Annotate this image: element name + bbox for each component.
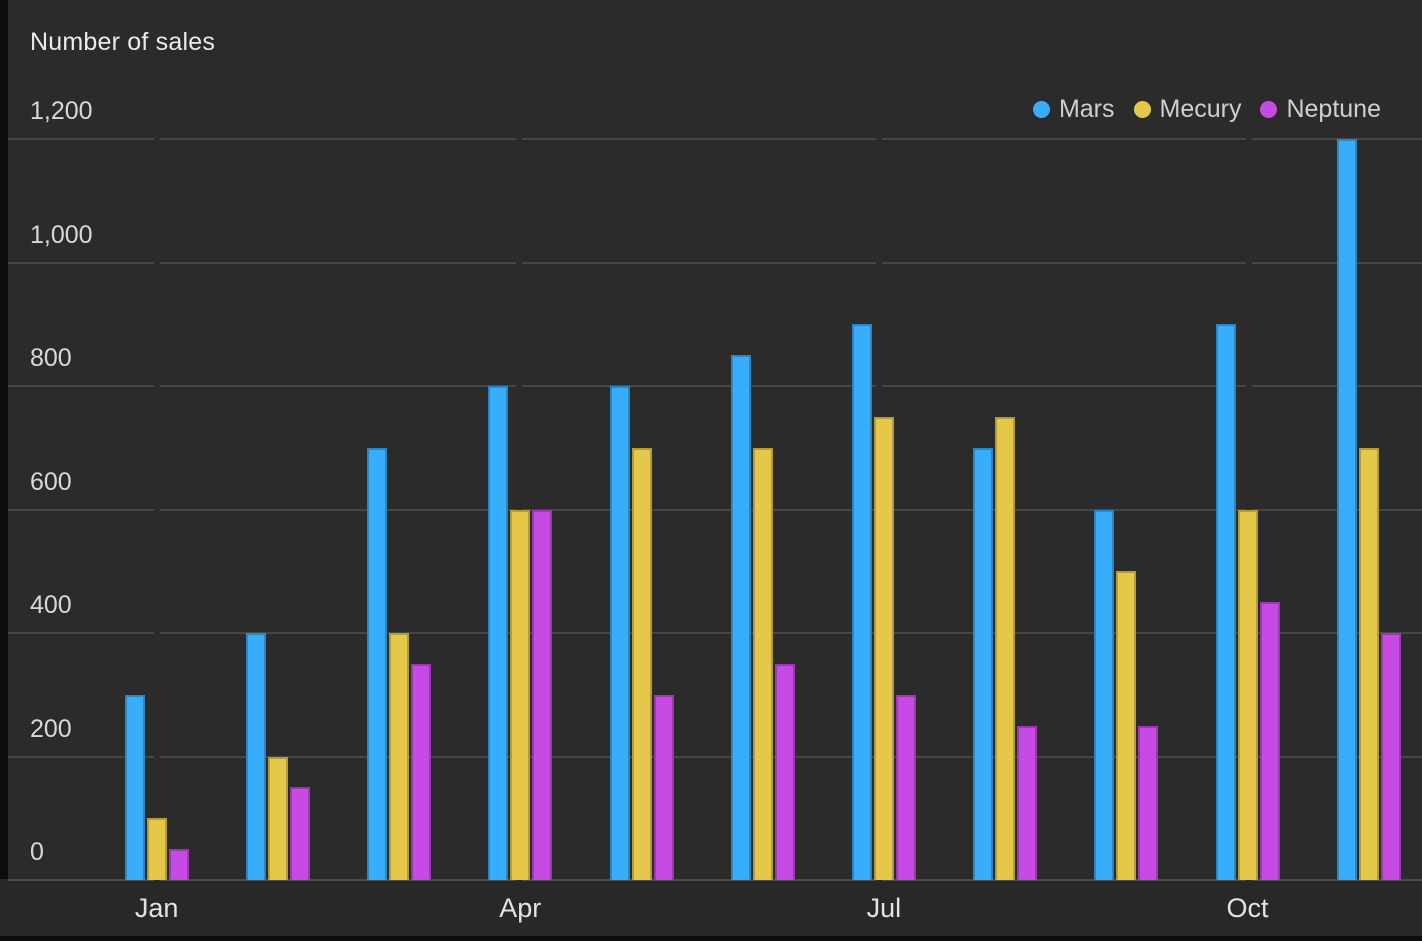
x-axis-label-jan: Jan [134, 893, 179, 923]
gridline-1200-seg0 [8, 138, 154, 140]
bar-mars-aug[interactable] [973, 447, 994, 880]
legend: Mars Mecury Neptune [1032, 95, 1381, 124]
y-axis-label-1000: 1,000 [30, 220, 93, 249]
bar-neptune-mar[interactable] [411, 663, 432, 880]
bottom-edge-strip [0, 936, 1422, 941]
bar-mecury-may[interactable] [631, 447, 652, 880]
gridline-600-seg0 [8, 508, 154, 511]
gridline-800-seg0 [8, 385, 154, 387]
gridline-1200-seg2 [522, 138, 876, 140]
gridline-1000-seg3 [882, 261, 1246, 264]
y-axis-label-400: 400 [30, 591, 72, 619]
gridline-200-seg1 [160, 755, 516, 758]
bar-mecury-nov[interactable] [1358, 447, 1379, 880]
gridline-0-seg4 [1252, 879, 1422, 881]
y-axis-label-1200: 1,200 [30, 97, 93, 125]
gridline-400-seg2 [522, 632, 876, 634]
bar-mars-mar[interactable] [367, 447, 388, 880]
bar-mars-sep[interactable] [1094, 509, 1115, 880]
bar-mecury-aug[interactable] [995, 416, 1016, 880]
bar-neptune-may[interactable] [653, 694, 674, 881]
bar-neptune-jul[interactable] [895, 694, 916, 881]
legend-item-mars[interactable]: Mars [1032, 95, 1115, 124]
gridline-1000-seg1 [160, 261, 516, 264]
x-axis-label-jul: Jul [866, 893, 902, 923]
bar-neptune-aug[interactable] [1017, 725, 1038, 880]
bar-mecury-jun[interactable] [752, 447, 773, 880]
bar-mars-jan[interactable] [124, 694, 145, 881]
bar-neptune-jan[interactable] [168, 849, 189, 880]
gridline-1000-seg2 [522, 261, 876, 264]
legend-dot-mars-icon [1032, 101, 1050, 118]
x-axis-band [0, 881, 1422, 936]
legend-label-mars: Mars [1058, 95, 1115, 123]
bar-mecury-jan[interactable] [146, 818, 167, 881]
bar-mars-may[interactable] [609, 386, 630, 880]
gridline-0-seg3 [882, 879, 1246, 881]
bar-neptune-jun[interactable] [774, 663, 795, 880]
bar-neptune-feb[interactable] [289, 787, 310, 880]
gridline-600-seg1 [160, 508, 516, 511]
x-axis-label-apr: Apr [499, 893, 542, 923]
gridline-0-seg2 [522, 879, 876, 881]
bar-neptune-apr[interactable] [532, 509, 553, 880]
gridline-1200-seg3 [882, 138, 1246, 140]
legend-label-neptune: Neptune [1286, 95, 1381, 123]
bar-mecury-oct[interactable] [1237, 509, 1258, 880]
x-axis-label-oct: Oct [1226, 893, 1269, 923]
legend-label-mecury: Mecury [1159, 95, 1242, 123]
gridline-400-seg1 [160, 632, 516, 634]
gridline-200-seg2 [522, 755, 876, 758]
gridline-0-seg0 [8, 879, 154, 881]
bar-mecury-apr[interactable] [510, 509, 531, 880]
bar-mecury-jul[interactable] [873, 416, 894, 880]
gridline-400-seg0 [8, 632, 154, 634]
bar-mars-nov[interactable] [1336, 139, 1357, 880]
legend-item-neptune[interactable]: Neptune [1260, 95, 1381, 124]
gridline-200-seg0 [8, 755, 154, 758]
bar-neptune-sep[interactable] [1138, 725, 1159, 880]
left-edge-strip [0, 0, 8, 879]
bar-neptune-nov[interactable] [1380, 633, 1401, 880]
gridline-800-seg1 [160, 385, 516, 387]
bar-mars-apr[interactable] [488, 386, 509, 880]
gridline-800-seg2 [522, 385, 876, 387]
y-axis-label-200: 200 [30, 714, 72, 743]
bar-mecury-sep[interactable] [1116, 571, 1137, 881]
gridline-0-seg1 [160, 879, 516, 881]
gridline-400-seg3 [882, 632, 1246, 634]
bar-mars-jul[interactable] [851, 324, 872, 881]
y-axis-label-800: 800 [30, 344, 72, 372]
chart-title: Number of sales [30, 28, 216, 56]
bar-mars-oct[interactable] [1215, 324, 1236, 881]
gridline-1000-seg0 [8, 261, 154, 264]
gridline-600-seg2 [522, 508, 876, 511]
legend-item-mecury[interactable]: Mecury [1133, 95, 1242, 124]
gridline-1200-seg1 [160, 138, 516, 140]
bar-neptune-oct[interactable] [1259, 602, 1280, 880]
bar-mecury-feb[interactable] [267, 756, 288, 880]
legend-dot-neptune-icon [1260, 101, 1278, 118]
gridline-200-seg3 [882, 755, 1246, 758]
y-axis-label-600: 600 [30, 467, 72, 496]
gridline-600-seg3 [882, 508, 1246, 511]
gridline-800-seg3 [882, 385, 1246, 387]
bar-mars-feb[interactable] [245, 633, 266, 880]
y-axis-label-0: 0 [30, 838, 44, 866]
bar-mars-jun[interactable] [730, 355, 751, 880]
bar-mecury-mar[interactable] [389, 633, 410, 880]
legend-dot-mecury-icon [1133, 101, 1151, 118]
